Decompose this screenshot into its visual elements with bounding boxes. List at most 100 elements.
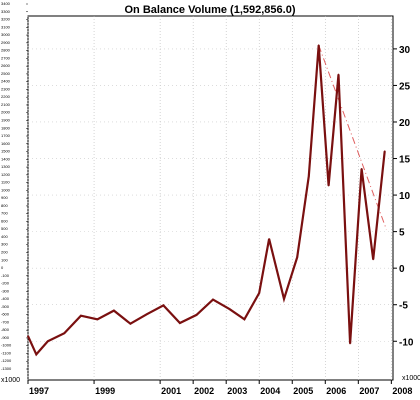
y-tick-label: 5 bbox=[399, 228, 405, 239]
data-point bbox=[360, 167, 363, 170]
left-tick-label: 2200 bbox=[1, 94, 11, 99]
data-point bbox=[307, 175, 310, 177]
y-tick-label: -10 bbox=[399, 337, 414, 348]
left-tick-label: 300 bbox=[1, 242, 8, 247]
left-tick-label: 1900 bbox=[1, 117, 11, 122]
y-tick-label: 30 bbox=[399, 45, 411, 56]
y-tick-label: 10 bbox=[399, 191, 411, 202]
left-tick-label: 2100 bbox=[1, 102, 11, 107]
data-point bbox=[113, 309, 115, 312]
left-tick-label: 100 bbox=[1, 257, 8, 262]
data-point bbox=[96, 318, 99, 321]
x-tick-label: 2008 bbox=[392, 386, 412, 396]
data-point bbox=[296, 256, 299, 259]
left-tick-label: 0 bbox=[1, 265, 4, 270]
x-tick-label: 2007 bbox=[359, 386, 379, 396]
y-unit-label: x1000 bbox=[402, 375, 420, 382]
right-axis: -10 -5 0 5 10 15 20 25 30 bbox=[393, 45, 414, 348]
left-tick-label: -300 bbox=[1, 288, 10, 293]
left-tick-label: 1300 bbox=[1, 164, 11, 169]
left-tick-label: 500 bbox=[1, 226, 8, 231]
left-tick-label: 3300 bbox=[1, 9, 11, 14]
data-point bbox=[258, 292, 261, 294]
x-tick-label: 2002 bbox=[194, 386, 214, 396]
x-tick-label: 2001 bbox=[161, 386, 181, 396]
trendline bbox=[318, 45, 387, 230]
left-tick-label: 1000 bbox=[1, 187, 11, 192]
left-tick-label: -700 bbox=[1, 319, 10, 324]
left-tick-label: 3000 bbox=[1, 32, 11, 37]
x-tick-label: 2006 bbox=[326, 386, 346, 396]
left-tick-label: -600 bbox=[1, 312, 10, 317]
left-tick-label: -900 bbox=[1, 335, 10, 340]
left-tick-label: -100 bbox=[1, 273, 10, 278]
data-point bbox=[383, 150, 386, 153]
data-point bbox=[47, 340, 49, 343]
left-tick-label: 1200 bbox=[1, 172, 11, 177]
left-tick-label: 900 bbox=[1, 195, 8, 200]
data-point bbox=[349, 342, 351, 345]
left-tick-label: -1000 bbox=[1, 343, 12, 348]
y-tick-label: 15 bbox=[399, 155, 411, 166]
left-tick-label: 2700 bbox=[1, 55, 11, 60]
left-tick-label: 2500 bbox=[1, 71, 11, 76]
left-tick-label: -800 bbox=[1, 327, 10, 332]
series bbox=[26, 44, 386, 357]
left-tick-label: 2300 bbox=[1, 86, 11, 91]
chart-title: On Balance Volume (1,592,856.0) bbox=[125, 4, 296, 16]
data-point bbox=[243, 318, 246, 321]
left-tick-label: -200 bbox=[1, 281, 10, 286]
left-tick-label: 2900 bbox=[1, 40, 11, 45]
left-tick-label: -1300 bbox=[1, 366, 12, 371]
left-tick-label: 2600 bbox=[1, 63, 11, 68]
left-tick-label: 1500 bbox=[1, 149, 11, 154]
data-point bbox=[212, 298, 214, 301]
left-tick-label: -1200 bbox=[1, 358, 12, 363]
left-tick-label: -500 bbox=[1, 304, 10, 309]
left-tick-label: 2800 bbox=[1, 48, 11, 53]
x-tick-label: 2004 bbox=[260, 386, 280, 396]
left-tick-label: 700 bbox=[1, 211, 8, 216]
x-tick-label: 2005 bbox=[293, 386, 313, 396]
left-unit-label: x1000 bbox=[1, 377, 20, 384]
data-point bbox=[179, 322, 181, 324]
left-tick-label: 1400 bbox=[1, 156, 11, 161]
data-point bbox=[27, 335, 29, 337]
left-tick-label: 600 bbox=[1, 218, 8, 223]
left-tick-label: 1800 bbox=[1, 125, 11, 130]
x-tick-label: 1999 bbox=[95, 386, 115, 396]
data-point bbox=[372, 258, 374, 261]
data-point bbox=[317, 44, 320, 47]
left-tick-label: 200 bbox=[1, 250, 8, 255]
data-point bbox=[162, 304, 165, 307]
data-point bbox=[35, 353, 38, 356]
left-tick-label: 3400 bbox=[1, 1, 11, 6]
data-point bbox=[228, 308, 231, 310]
y-tick-label: -5 bbox=[399, 301, 408, 312]
data-point bbox=[283, 298, 285, 300]
x-tick-label: 2003 bbox=[227, 386, 247, 396]
left-tick-label: 2000 bbox=[1, 110, 11, 115]
data-point bbox=[195, 314, 198, 316]
y-tick-label: 20 bbox=[399, 118, 411, 129]
left-tick-label: 2400 bbox=[1, 79, 11, 84]
grid bbox=[27, 15, 394, 381]
left-tick-label: 1700 bbox=[1, 133, 11, 138]
data-point bbox=[146, 313, 148, 316]
left-tick-label: -400 bbox=[1, 296, 10, 301]
left-tick-label: 400 bbox=[1, 234, 8, 239]
data-point bbox=[129, 322, 132, 325]
trendline-segment bbox=[318, 45, 387, 230]
data-point bbox=[337, 73, 340, 76]
left-tick-label: 3200 bbox=[1, 17, 11, 22]
y-tick-label: 25 bbox=[399, 81, 411, 92]
left-axis: 3400330032003100300029002800270026002500… bbox=[1, 1, 28, 371]
data-point bbox=[63, 332, 66, 335]
data-point bbox=[327, 184, 330, 187]
left-tick-label: 3100 bbox=[1, 24, 11, 29]
data-point bbox=[80, 314, 82, 317]
left-tick-label: 800 bbox=[1, 203, 8, 208]
x-tick-label: 1997 bbox=[29, 386, 49, 396]
